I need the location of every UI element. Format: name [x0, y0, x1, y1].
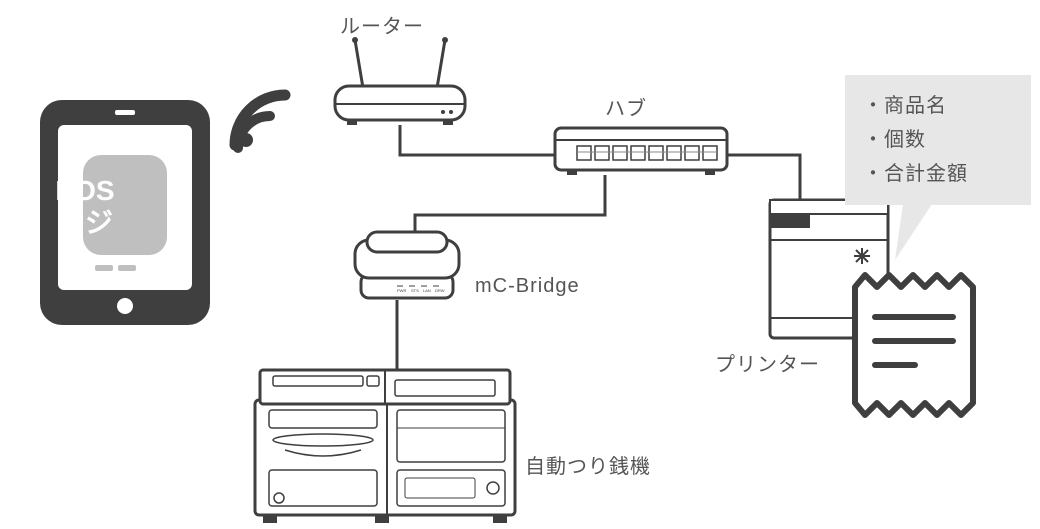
- receipt-icon: [0, 0, 1040, 529]
